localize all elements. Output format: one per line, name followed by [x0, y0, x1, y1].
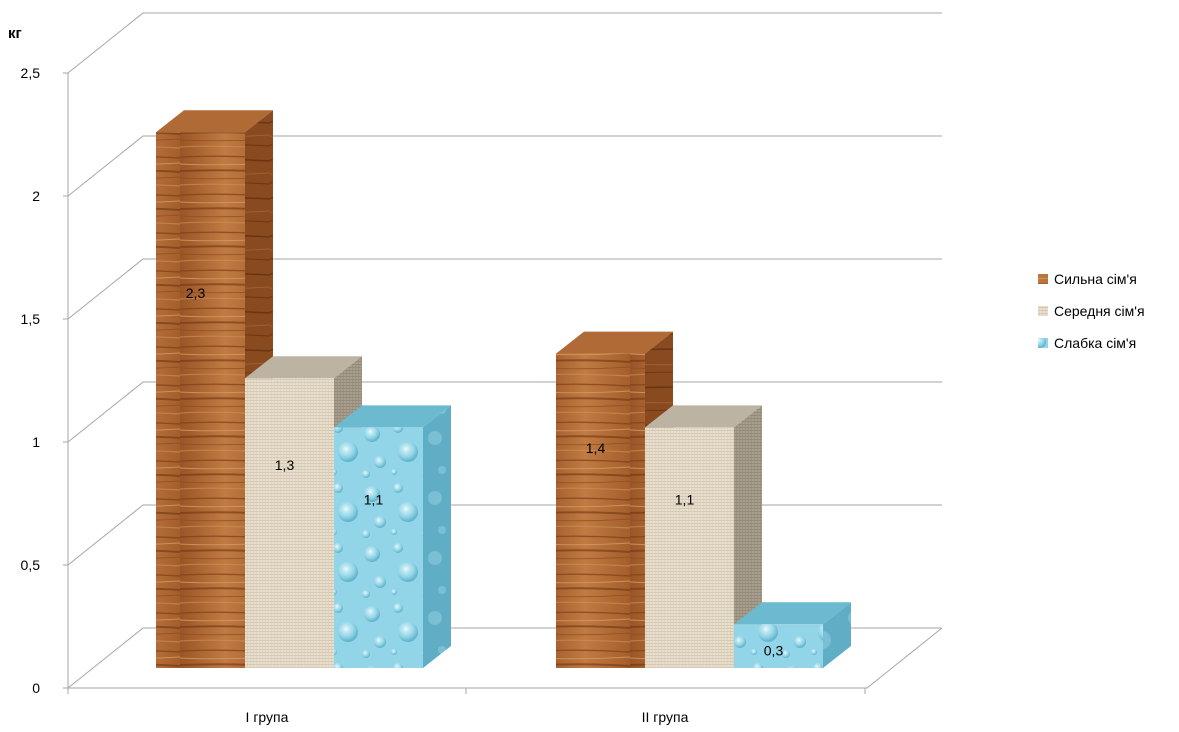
bar-side-face: [734, 405, 762, 668]
bar-side-face: [823, 602, 851, 668]
legend-label: Середня сім'я: [1054, 303, 1145, 319]
legend-label: Сильна сім'я: [1054, 271, 1137, 287]
axis-layer: 0 0,5 1 1,5 2 2,5 кг I група II група: [8, 12, 943, 725]
bar-top-face: [645, 405, 762, 428]
bar-top-face: [156, 110, 273, 133]
data-label: 2,3: [186, 285, 206, 301]
gridline: [67, 135, 942, 197]
bar: [156, 110, 273, 668]
labels-layer: 2,3 1,4 1,3 1,1 1,1 0,3: [186, 285, 784, 659]
bar-front-face: [556, 353, 645, 668]
bar-front-face: [734, 624, 823, 668]
x-tick-label: II група: [642, 709, 689, 725]
y-tick-label: 1: [32, 434, 40, 450]
bar-top-face: [245, 356, 362, 379]
data-label: 1,4: [586, 440, 606, 456]
y-tick-label: 2: [32, 188, 40, 204]
y-axis-label: кг: [8, 25, 22, 42]
y-tick-label: 2,5: [21, 65, 41, 81]
floor-edge: [68, 627, 943, 689]
bars-layer: [156, 110, 851, 668]
bar-front-face: [156, 132, 245, 668]
x-tick-label: I група: [246, 709, 289, 725]
bar-front-face: [334, 427, 423, 668]
bar: [734, 602, 851, 668]
bar-top-face: [334, 405, 451, 428]
data-label: 1,1: [675, 492, 695, 508]
y-tick-label: 1,5: [21, 311, 41, 327]
legend: Сильна сім'я Середня сім'я Слабка сім'я: [1038, 271, 1145, 351]
bar-front-face: [645, 427, 734, 668]
y-tick-label: 0: [32, 680, 40, 696]
legend-swatch: [1038, 274, 1048, 284]
gridline: [67, 12, 942, 74]
y-tick-label: 0,5: [21, 557, 41, 573]
bar-side-face: [423, 405, 451, 668]
bar-top-face: [734, 602, 851, 625]
bar-front-face: [245, 378, 334, 668]
data-label: 1,3: [275, 457, 295, 473]
legend-swatch: [1038, 338, 1048, 348]
gridline: [67, 258, 942, 320]
bar: [334, 405, 451, 668]
data-label: 1,1: [364, 492, 384, 508]
legend-label: Слабка сім'я: [1054, 335, 1136, 351]
bar-top-face: [556, 331, 673, 354]
data-label: 0,3: [764, 642, 784, 658]
bar: [645, 405, 762, 668]
legend-swatch: [1038, 306, 1048, 316]
gridline: [67, 381, 942, 443]
